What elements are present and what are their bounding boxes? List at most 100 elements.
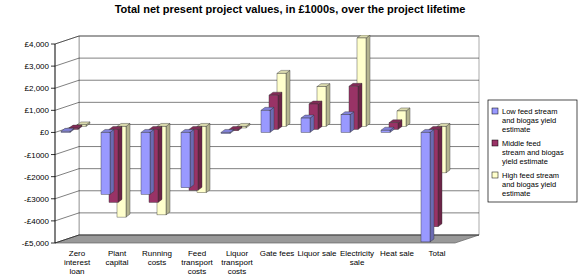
category-label: Feedtransportcosts: [181, 249, 213, 276]
bar: [341, 115, 350, 133]
bar-top: [389, 120, 402, 123]
bar-top: [261, 107, 274, 110]
legend-swatch: [492, 108, 498, 114]
category-label-line: Liquor: [226, 249, 249, 258]
bar-top: [101, 129, 114, 132]
bar-top: [397, 108, 410, 111]
category-label-line: Electricity: [340, 249, 374, 258]
grid-line: [55, 102, 479, 110]
category-label-line: sale: [350, 258, 365, 267]
category-label-line: Heat sale: [380, 249, 414, 258]
category-label: Liquortransportcosts: [221, 249, 253, 276]
category-label: Runningcosts: [142, 249, 172, 267]
bar: [141, 132, 150, 194]
bar: [181, 132, 190, 187]
category-label-line: Zero: [69, 249, 86, 258]
bar-side: [438, 126, 442, 226]
bar-top: [109, 126, 122, 129]
legend-label: Low feed streamand biogas yieldestimate: [502, 107, 557, 134]
bar-top: [157, 123, 170, 126]
bar-top: [221, 129, 234, 132]
side-wall: [55, 36, 79, 243]
y-axis: [55, 44, 56, 243]
tick-label: -£3000: [24, 195, 49, 204]
category-label: Electricitysale: [340, 249, 374, 267]
grid-line: [55, 80, 479, 88]
category-label: Liquor sale: [297, 249, 337, 258]
tick: [51, 154, 55, 155]
legend-label-line: estimate: [502, 125, 530, 134]
category-label-line: Feed: [188, 249, 206, 258]
category-label: Heat sale: [380, 249, 414, 258]
bar-top: [437, 123, 450, 126]
legend-label-line: Low feed stream: [502, 107, 557, 116]
bar-side: [430, 129, 434, 241]
tick: [51, 176, 55, 177]
category-label: Plantcapital: [105, 249, 128, 267]
legend-box: [488, 100, 577, 202]
legend-label-line: and biogas yield: [502, 180, 556, 189]
bar-top: [141, 129, 154, 132]
tick: [51, 132, 55, 133]
legend-label: High feed streamand biogas yieldestimate: [502, 171, 559, 198]
tick-label: £0: [40, 128, 49, 137]
tick-label: -£5,000: [22, 239, 50, 248]
bar-top: [317, 84, 330, 87]
title: Total net present project values, in £10…: [115, 3, 466, 15]
bar-side: [158, 126, 162, 202]
legend-label-line: High feed stream: [502, 171, 559, 180]
bar-side: [358, 83, 362, 129]
bar-side: [110, 129, 114, 194]
bar: [117, 126, 126, 217]
bar-top: [277, 70, 290, 73]
bar-top: [189, 126, 202, 129]
category-label-line: Gate fees: [260, 249, 295, 258]
category-label-line: costs: [188, 267, 207, 276]
bar-side: [350, 112, 354, 133]
bar: [301, 118, 310, 132]
bar-top: [357, 35, 370, 38]
bar-top: [341, 112, 354, 115]
legend-label-line: estimate: [502, 189, 530, 198]
bar-top: [421, 129, 434, 132]
tick-label: £4,000: [25, 40, 50, 49]
bar-top: [181, 129, 194, 132]
back-wall: [79, 36, 479, 235]
tick-label: -£4000: [24, 217, 49, 226]
bar-top: [429, 126, 442, 129]
legend-label: Middle feedstream and biogasyield estima…: [502, 139, 564, 166]
bar-top: [301, 115, 314, 118]
bar-top: [149, 126, 162, 129]
bar: [189, 129, 198, 190]
category-label: Zerointerestloan: [64, 249, 91, 276]
tick-label: -£1000: [24, 151, 49, 160]
floor: [55, 235, 479, 243]
category-label-line: Plant: [108, 249, 127, 258]
bar-side: [190, 129, 194, 187]
bar-top: [229, 126, 242, 129]
tick-label: £2,000: [25, 84, 50, 93]
bar: [101, 132, 110, 194]
tick: [51, 220, 55, 221]
category-label-line: costs: [228, 267, 247, 276]
category-label-line: Total: [429, 249, 446, 258]
legend-label-line: yield estimate: [502, 157, 548, 166]
bar-side: [206, 123, 210, 192]
chart: Total net present project values, in £10…: [0, 0, 578, 278]
bar-top: [77, 122, 90, 125]
bar: [157, 126, 166, 214]
bar-top: [197, 123, 210, 126]
category-label: Gate fees: [260, 249, 295, 258]
tick: [51, 44, 55, 45]
category-label-line: capital: [105, 258, 128, 267]
tick: [51, 88, 55, 89]
grid-line: [55, 58, 479, 66]
grid-line: [55, 235, 479, 243]
legend-swatch: [492, 140, 498, 146]
bar: [381, 130, 390, 132]
bar-side: [366, 35, 370, 126]
bar-top: [309, 101, 322, 104]
bar: [421, 132, 430, 241]
category-label-line: interest: [64, 258, 91, 267]
bar-side: [286, 70, 290, 126]
